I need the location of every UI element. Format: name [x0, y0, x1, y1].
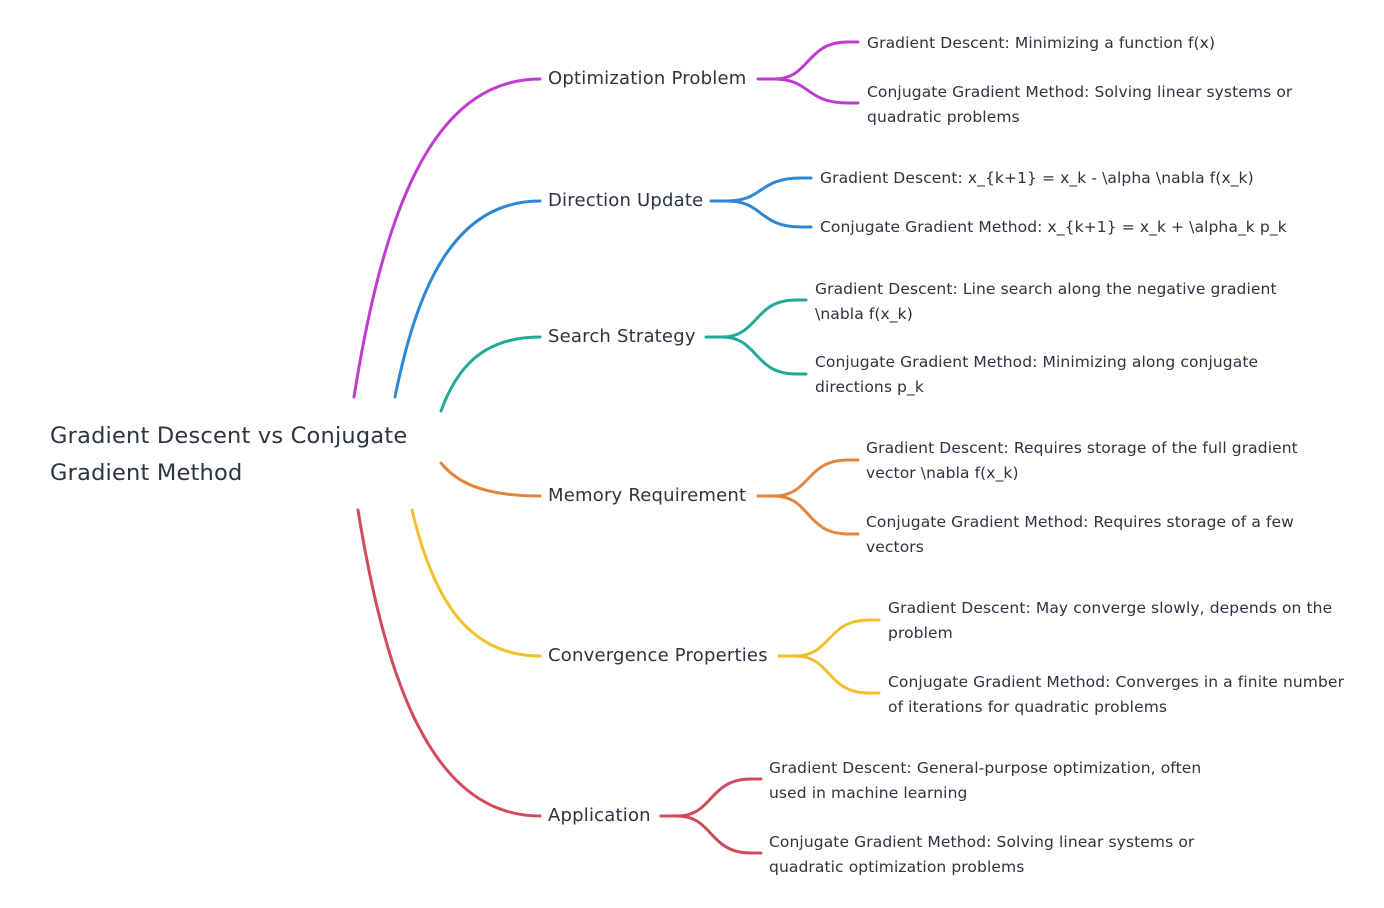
- leaf-convergence-properties-gradient-descent[interactable]: Gradient Descent: May converge slowly, d…: [888, 599, 1333, 642]
- branch-optimization-problem[interactable]: Optimization Problem: [548, 68, 747, 89]
- connector-convergence-properties-leaf-1: [793, 618, 881, 658]
- connector-optimization-problem-leaf-2: [772, 77, 860, 105]
- connector-direction-update-leaf-1: [725, 176, 813, 203]
- leaf-direction-update-gradient-descent[interactable]: Gradient Descent: x_{k+1} = x_k - \alpha…: [820, 169, 1254, 187]
- connector-search-strategy-leaf-1: [720, 298, 808, 339]
- leaf-application-conjugate-gradient[interactable]: Conjugate Gradient Method: Solving linea…: [769, 833, 1195, 876]
- leaf-convergence-properties-conjugate-gradient[interactable]: Conjugate Gradient Method: Converges in …: [888, 673, 1345, 716]
- leaf-search-strategy-gradient-descent[interactable]: Gradient Descent: Line search along the …: [815, 280, 1277, 323]
- connector-search-strategy-leaf-2: [720, 335, 808, 376]
- connector-root-to-memory-requirement: [439, 461, 542, 498]
- leaf-memory-requirement-gradient-descent[interactable]: Gradient Descent: Requires storage of th…: [866, 439, 1298, 482]
- branch-convergence-properties[interactable]: Convergence Properties: [548, 645, 768, 666]
- connector-direction-update-leaf-2: [725, 199, 813, 229]
- connector-application-leaf-2: [675, 814, 763, 855]
- leaf-memory-requirement-conjugate-gradient[interactable]: Conjugate Gradient Method: Requires stor…: [866, 513, 1294, 556]
- branch-direction-update[interactable]: Direction Update: [548, 190, 704, 211]
- root-topic[interactable]: Gradient Descent vs Conjugate Gradient M…: [50, 423, 408, 486]
- leaf-direction-update-conjugate-gradient[interactable]: Conjugate Gradient Method: x_{k+1} = x_k…: [820, 218, 1287, 236]
- connector-convergence-properties-leaf-2: [793, 654, 881, 695]
- connector-memory-requirement-leaf-1: [772, 458, 860, 498]
- branch-application[interactable]: Application: [548, 805, 651, 826]
- branch-search-strategy[interactable]: Search Strategy: [548, 326, 696, 347]
- connector-root-to-convergence-properties: [410, 508, 542, 658]
- connector-root-to-search-strategy: [439, 335, 542, 413]
- connector-root-to-application: [356, 508, 542, 818]
- connector-application-leaf-1: [675, 777, 763, 818]
- connector-memory-requirement-leaf-2: [772, 494, 860, 536]
- connector-root-to-optimization-problem: [352, 77, 542, 399]
- leaf-search-strategy-conjugate-gradient[interactable]: Conjugate Gradient Method: Minimizing al…: [815, 353, 1259, 396]
- leaf-optimization-problem-gradient-descent[interactable]: Gradient Descent: Minimizing a function …: [867, 34, 1216, 52]
- branch-memory-requirement[interactable]: Memory Requirement: [548, 485, 747, 506]
- connector-root-to-direction-update: [393, 199, 542, 399]
- leaf-optimization-problem-conjugate-gradient[interactable]: Conjugate Gradient Method: Solving linea…: [867, 83, 1293, 126]
- leaf-application-gradient-descent[interactable]: Gradient Descent: General-purpose optimi…: [769, 759, 1202, 802]
- connector-optimization-problem-leaf-1: [772, 40, 860, 81]
